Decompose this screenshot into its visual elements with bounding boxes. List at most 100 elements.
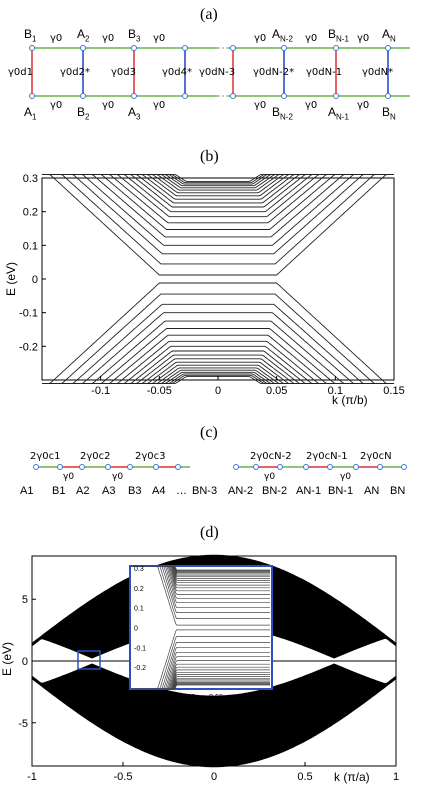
site-sub: 2 <box>85 34 90 44</box>
rung-label-7: γ0dN-1 <box>306 67 343 78</box>
bond-label: γ0 <box>357 33 370 44</box>
site-base: A <box>382 27 391 41</box>
band-curve <box>42 312 394 384</box>
chain-bond-label: γ0 <box>264 472 276 482</box>
inset-x-tick-label: -0.62 <box>262 694 278 701</box>
site-sub: N-2 <box>280 112 293 122</box>
chain-site-10: BN-2 <box>262 485 288 497</box>
inset-y-tick-label: -0.2 <box>134 665 146 672</box>
site-top-5: BN-1 <box>328 28 349 45</box>
site-base: B <box>77 105 86 119</box>
band-curve <box>42 282 394 384</box>
inset-x-tick-label: -0.7 <box>154 694 166 701</box>
y-tick-label: 0 <box>32 274 38 286</box>
chart-b-curves <box>42 174 394 384</box>
chain-nodes <box>33 464 407 470</box>
chain-site-11: AN-1 <box>296 485 322 497</box>
rung-label-4: γ0d4* <box>162 67 192 78</box>
rung-label-6: γ0dN-2* <box>253 67 295 78</box>
band-curve <box>42 174 394 246</box>
site-sub: N <box>390 112 396 122</box>
inset-x-tick-label: -0.64 <box>234 694 250 701</box>
y-tick-label: 5 <box>22 594 28 606</box>
chart-d-ylabel: E (eV) <box>0 641 15 677</box>
band-curve <box>42 174 394 238</box>
inset-y-tick-label: 0 <box>134 626 138 633</box>
site-bottom-2: B2 <box>77 106 89 123</box>
inset-y-tick-label: 0.1 <box>134 606 144 613</box>
band-curve <box>42 303 394 384</box>
bond-label: γ0 <box>102 100 115 111</box>
coupling-label-1: 2γ0c1 <box>30 451 61 462</box>
site-sub: 1 <box>32 34 37 44</box>
bond-label: γ0 <box>254 100 267 111</box>
x-tick-label: -0.5 <box>114 771 133 783</box>
y-tick-label: -5 <box>18 718 28 730</box>
site-sub: N-2 <box>280 34 293 44</box>
y-tick-label: 0.3 <box>23 173 38 185</box>
inset-x-tick-label: -0.66 <box>207 694 223 701</box>
chain-bond-label: γ0 <box>63 472 75 482</box>
chart-b-ticks: -0.1 -0.05 0 0.05 0.1 0.15 0.3 0.2 0.1 0 -0.1 -0.2 <box>19 173 405 397</box>
chain-site-2: B1 <box>52 485 66 497</box>
lattice-nodes <box>29 45 391 99</box>
inset-curves <box>132 565 270 690</box>
bond-label: γ0 <box>305 100 318 111</box>
site-bottom-5: AN-1 <box>328 106 349 123</box>
chain-site-12: BN-1 <box>328 485 354 497</box>
site-base: A <box>328 105 337 119</box>
site-base: A <box>272 27 281 41</box>
site-bottom-3: A3 <box>128 106 140 123</box>
x-tick-label: 0.5 <box>297 771 312 783</box>
chain-bond-label: γ0 <box>340 472 352 482</box>
chain-site-4: A3 <box>102 485 116 497</box>
site-sub: 1 <box>32 112 37 122</box>
band-curve <box>42 174 394 265</box>
chart-d-xlabel: k (π/a) <box>334 770 370 784</box>
x-tick-label: -0.05 <box>147 385 172 397</box>
bond-label: γ0 <box>50 100 63 111</box>
chain-site-9: AN-2 <box>228 485 254 497</box>
bond-label: γ0 <box>254 33 267 44</box>
rung-label-3: γ0d3 <box>111 67 136 78</box>
panel-label-b: (b) <box>200 148 219 165</box>
x-tick-label: 0 <box>211 771 217 783</box>
site-top-4: AN-2 <box>272 28 293 45</box>
inset-band-curve <box>132 565 270 571</box>
x-tick-label: -1 <box>27 771 37 783</box>
site-base: A <box>77 27 86 41</box>
chain-site-13: AN <box>364 485 380 497</box>
x-tick-label: 0.05 <box>266 385 287 397</box>
y-tick-label: 0.2 <box>23 207 38 219</box>
rung-label-8: γ0dN* <box>362 67 394 78</box>
bond-label: γ0 <box>153 100 166 111</box>
inset-y-tick-label: -0.1 <box>134 645 146 652</box>
site-sub: N-1 <box>336 34 349 44</box>
rung-label-5: γ0dN-3 <box>199 67 236 78</box>
bond-label: γ0 <box>357 100 370 111</box>
site-base: B <box>128 27 137 41</box>
coupling-label-5: 2γ0cN-1 <box>306 451 348 462</box>
site-bottom-4: BN-2 <box>272 106 293 123</box>
site-sub: 2 <box>85 112 90 122</box>
valence-band-region <box>32 663 396 768</box>
x-tick-label: -0.1 <box>91 385 110 397</box>
coupling-label-3: 2γ0c3 <box>135 451 166 462</box>
coupling-label-4: 2γ0cN-2 <box>250 451 292 462</box>
inset-x-tick-label: -0.72 <box>124 694 140 701</box>
rung-label-2: γ0d2* <box>60 67 90 78</box>
y-tick-label: 0.1 <box>23 240 38 252</box>
chain-site-6: A4 <box>152 485 166 497</box>
chain-site-7: … <box>176 485 187 497</box>
panel-label-c: (c) <box>200 424 218 441</box>
site-sub: 3 <box>136 34 141 44</box>
inset-y-tick-label: 0.3 <box>134 566 144 573</box>
chain-site-1: A1 <box>20 485 34 497</box>
zoom-box <box>77 650 101 670</box>
x-tick-label: 1 <box>393 771 399 783</box>
site-bottom-6: BN <box>382 106 396 123</box>
y-tick-label: 0 <box>22 656 28 668</box>
